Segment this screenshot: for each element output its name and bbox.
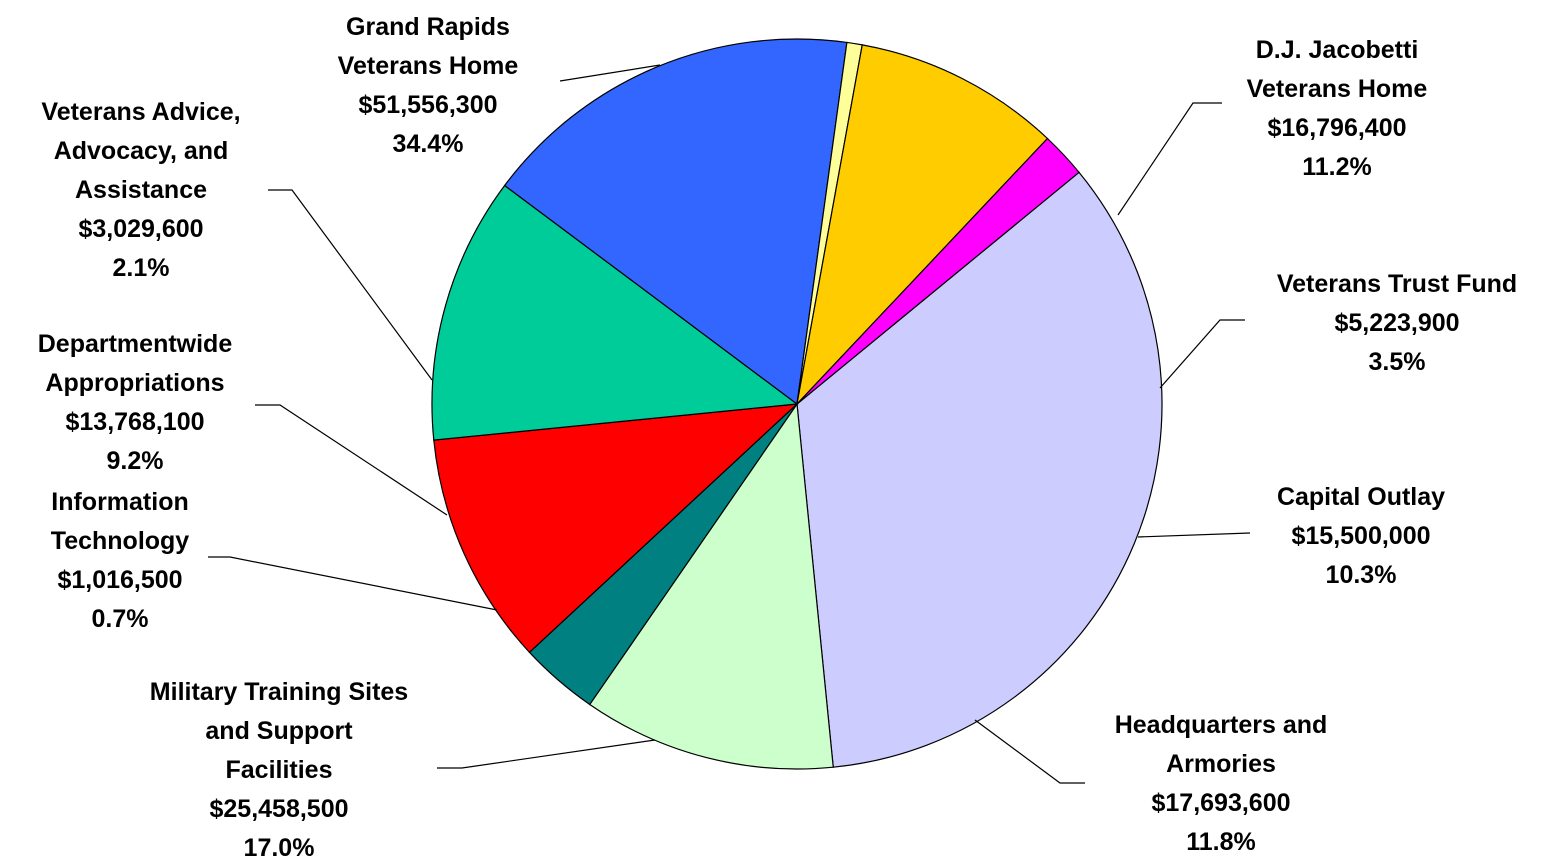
leader-line-0: [559, 64, 661, 82]
slice-name-line: Capital Outlay: [1277, 483, 1445, 511]
slice-label-7: Departmentwide Appropriations $13,768,100 9…: [38, 330, 233, 475]
slice-label-1: D.J. Jacobetti Veterans Home $16,796,400 11…: [1247, 36, 1428, 181]
slice-label-8: Veterans Advice, Advocacy, and Assistance $…: [41, 98, 240, 282]
slice-name-line: D.J. Jacobetti: [1256, 36, 1419, 64]
leader-lines: [208, 64, 1251, 784]
pie-slice-4: [431, 184, 799, 441]
slice-percent-label: 9.2%: [107, 447, 164, 475]
slice-name-line: and Support: [205, 717, 353, 745]
leader-line-8: [268, 189, 433, 381]
slice-name-line: Grand Rapids: [346, 13, 510, 41]
slice-name-line: Headquarters and: [1115, 711, 1328, 739]
slice-name-line: Armories: [1166, 750, 1276, 778]
slice-name-line: Veterans Advice,: [41, 98, 240, 126]
pie-slice-3: [433, 403, 799, 654]
slice-percent-label: 0.7%: [92, 605, 149, 633]
slice-name-line: Veterans Home: [338, 52, 519, 80]
leader-line-2: [1159, 319, 1245, 389]
slice-label-2: Veterans Trust Fund $5,223,900 3.5%: [1277, 270, 1517, 376]
slice-label-3: Capital Outlay $15,500,000 10.3%: [1277, 483, 1445, 589]
pie-slice-7: [796, 44, 1049, 406]
slice-name-line: Departmentwide: [38, 330, 233, 358]
slice-name-line: Veterans Home: [1247, 75, 1428, 103]
slice-name-line: Assistance: [75, 176, 207, 204]
slice-value-label: $16,796,400: [1267, 114, 1406, 142]
slice-value-label: $51,556,300: [358, 91, 497, 119]
slice-name-line: Veterans Trust Fund: [1277, 270, 1517, 298]
slice-value-label: $1,016,500: [57, 566, 182, 594]
leader-line-6: [208, 556, 498, 611]
slice-value-label: $3,029,600: [78, 215, 203, 243]
slice-percent-label: 11.8%: [1186, 828, 1256, 856]
leader-line-3: [1137, 532, 1251, 538]
slice-name-line: Appropriations: [45, 369, 224, 397]
slice-label-4: Headquarters and Armories $17,693,600 11.8%: [1115, 711, 1328, 856]
slice-name-line: Advocacy, and: [54, 137, 229, 165]
slice-labels: Grand Rapids Veterans Home $51,556,300 34.4…: [38, 13, 1517, 862]
slice-percent-label: 10.3%: [1326, 561, 1397, 589]
leader-line-1: [1117, 102, 1222, 216]
slice-percent-label: 17.0%: [244, 834, 315, 862]
pie-slice-1: [588, 402, 834, 770]
slice-name-line: Military Training Sites: [150, 678, 408, 706]
pie-slices: [431, 38, 1163, 770]
slice-value-label: $25,458,500: [209, 795, 348, 823]
pie-slice-8: [796, 137, 1080, 405]
slice-percent-label: 2.1%: [113, 254, 170, 282]
slice-name-line: Information: [51, 488, 189, 516]
slice-value-label: $15,500,000: [1291, 522, 1430, 550]
slice-percent-label: 34.4%: [393, 130, 464, 158]
pie-slice-0: [796, 171, 1163, 768]
slice-value-label: $17,693,600: [1151, 789, 1290, 817]
slice-name-line: Facilities: [226, 756, 333, 784]
slice-name-line: Technology: [51, 527, 190, 555]
leader-line-7: [255, 404, 448, 516]
slice-label-5: Military Training Sites and Support Facili…: [150, 678, 408, 862]
slice-value-label: $5,223,900: [1334, 309, 1459, 337]
slice-percent-label: 3.5%: [1369, 348, 1426, 376]
slice-value-label: $13,768,100: [65, 408, 204, 436]
slice-label-6: Information Technology $1,016,500 0.7%: [51, 488, 190, 633]
slice-label-0: Grand Rapids Veterans Home $51,556,300 34.4…: [338, 13, 519, 158]
slice-percent-label: 11.2%: [1302, 153, 1372, 181]
leader-line-5: [437, 739, 656, 769]
pie-slice-5: [503, 38, 848, 406]
leader-line-4: [974, 719, 1085, 784]
